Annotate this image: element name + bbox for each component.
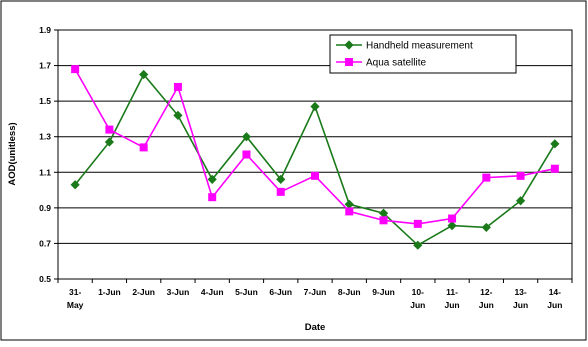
x-tick-label: 11-Jun <box>445 287 460 310</box>
x-tick-label: 9-Jun <box>372 287 395 297</box>
data-point-square <box>208 193 217 202</box>
legend-entry: Handheld measurement <box>336 40 473 52</box>
data-point-diamond <box>516 196 526 206</box>
y-tick-label: 1.5 <box>39 96 51 106</box>
data-point-square <box>173 82 182 91</box>
x-tick-label: 13-Jun <box>513 287 528 310</box>
data-point-diamond <box>276 174 286 184</box>
x-tick-label: 5-Jun <box>235 287 258 297</box>
y-tick-label: 1.1 <box>39 167 51 177</box>
legend-entry: Aqua satellite <box>336 58 426 69</box>
x-tick-label: 6-Jun <box>269 287 292 297</box>
data-point-diamond <box>378 208 389 218</box>
data-point-diamond <box>70 180 80 190</box>
data-point-square <box>242 150 251 159</box>
x-tick-label: 10-Jun <box>410 287 425 310</box>
legend: Handheld measurement Aqua satellite <box>329 34 517 74</box>
data-point-square <box>413 219 422 228</box>
data-point-square <box>448 214 457 223</box>
x-tick-label: 7-Jun <box>304 287 327 297</box>
data-point-square <box>311 171 319 180</box>
data-point-square <box>516 171 525 180</box>
data-point-square <box>482 173 491 182</box>
data-point-square <box>345 207 354 216</box>
data-point-square <box>550 164 559 173</box>
legend-marker-square <box>345 58 353 66</box>
data-point-square <box>139 143 148 152</box>
series-diamond <box>70 69 560 250</box>
legend-label: Handheld measurement <box>366 41 473 52</box>
data-point-diamond <box>139 69 149 80</box>
data-point-diamond <box>413 240 423 250</box>
y-axis-title: AOD(unitless) <box>7 122 18 185</box>
x-tick-label: 12-Jun <box>479 287 494 310</box>
y-tick-label: 0.9 <box>39 203 51 213</box>
x-tick-label: 4-Jun <box>201 287 224 297</box>
x-tick-label: 8-Jun <box>338 287 361 297</box>
data-point-square <box>276 187 285 196</box>
y-tick-label: 1.7 <box>39 61 51 71</box>
data-point-diamond <box>207 174 217 184</box>
data-point-square <box>105 125 114 134</box>
x-tick-label: 1-Jun <box>98 287 121 297</box>
x-tick-label: 2-Jun <box>132 287 155 297</box>
series-lines <box>70 65 560 250</box>
data-point-square <box>71 65 80 74</box>
x-tick-label: 31-May <box>67 287 84 310</box>
legend-marker-diamond <box>344 40 354 50</box>
legend-label: Aqua satellite <box>366 58 426 69</box>
data-point-diamond <box>550 139 560 149</box>
data-point-diamond <box>447 221 457 231</box>
data-point-square <box>379 216 388 225</box>
y-tick-label: 1.9 <box>39 25 51 35</box>
y-tick-label: 0.7 <box>39 238 51 248</box>
x-tick-label: 14-Jun <box>547 287 562 310</box>
data-point-diamond <box>241 132 252 142</box>
y-tick-label: 0.5 <box>39 274 51 284</box>
legend-box <box>329 34 517 74</box>
y-axis-ticks: 0.5 0.7 0.9 1.1 1.3 1.5 1.7 1.9 <box>39 25 58 284</box>
x-axis-ticks: 31-May 1-Jun 2-Jun 3-Jun 4-Jun 5-Jun 6-Jun 7-Ju… <box>57 279 573 310</box>
x-tick-label: 3-Jun <box>167 287 190 297</box>
data-point-diamond <box>104 137 114 147</box>
data-point-diamond <box>310 101 320 112</box>
data-point-diamond <box>481 222 491 233</box>
y-tick-label: 1.3 <box>39 132 51 142</box>
series-square <box>71 65 559 228</box>
data-point-diamond <box>173 110 183 120</box>
data-point-diamond <box>344 199 354 209</box>
x-axis-title: Date <box>305 322 326 333</box>
